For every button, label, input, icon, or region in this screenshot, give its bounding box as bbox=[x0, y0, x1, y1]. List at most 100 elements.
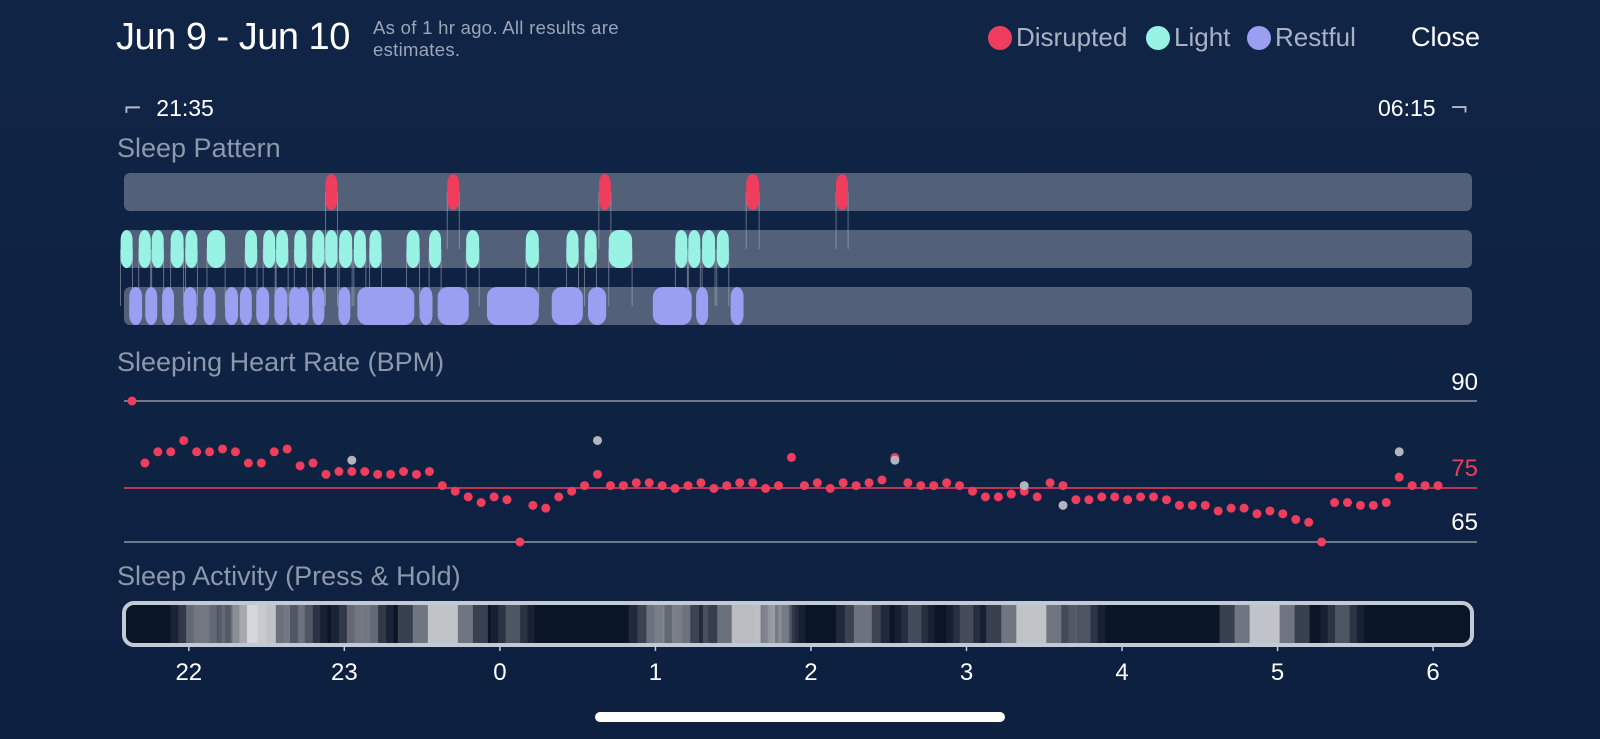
pattern-segment-light bbox=[702, 230, 716, 268]
hr-point bbox=[153, 447, 163, 457]
hr-point bbox=[1278, 509, 1288, 519]
sleep-activity-bar[interactable]: 22 23 0 1 2 3 4 5 6 bbox=[0, 595, 1600, 710]
activity-spot bbox=[646, 603, 665, 645]
pattern-segment-light bbox=[688, 230, 701, 268]
pattern-segment-light bbox=[185, 230, 198, 268]
hr-point bbox=[1032, 492, 1042, 502]
pattern-segment-light bbox=[353, 230, 366, 268]
legend-label: Restful bbox=[1275, 22, 1356, 52]
hr-point bbox=[205, 447, 215, 457]
start-time: ⌐ 21:35 bbox=[123, 95, 214, 122]
hr-point bbox=[399, 467, 409, 476]
hr-point bbox=[256, 458, 266, 468]
legend-label: Light bbox=[1174, 22, 1231, 52]
hr-average-label: 75 bbox=[1451, 455, 1478, 482]
activity-hour-label: 0 bbox=[493, 659, 506, 686]
hr-point bbox=[1265, 506, 1275, 516]
hr-point bbox=[761, 483, 771, 493]
hr-point bbox=[1187, 500, 1197, 510]
hr-point bbox=[308, 458, 318, 468]
hr-point bbox=[1420, 481, 1430, 491]
pattern-segment-light bbox=[245, 230, 258, 268]
pattern-segment-restful bbox=[588, 287, 607, 325]
hr-point bbox=[942, 478, 952, 488]
activity-spot bbox=[186, 603, 202, 645]
hr-point bbox=[282, 444, 292, 454]
activity-spot bbox=[170, 603, 218, 645]
activity-spot bbox=[767, 603, 782, 645]
hr-point bbox=[722, 481, 732, 491]
hr-point bbox=[1433, 481, 1443, 491]
pattern-segment-light bbox=[276, 230, 289, 268]
activity-spot bbox=[1016, 603, 1047, 645]
activity-spot bbox=[1335, 603, 1350, 645]
hr-point bbox=[955, 481, 965, 491]
hr-point bbox=[967, 486, 977, 496]
hr-point bbox=[1381, 498, 1391, 508]
hr-point bbox=[554, 492, 564, 502]
pattern-segment-restful bbox=[239, 287, 252, 325]
activity-spot bbox=[771, 603, 799, 645]
hr-point bbox=[1149, 492, 1159, 502]
hr-point bbox=[799, 481, 809, 491]
hr-point bbox=[1291, 514, 1301, 524]
activity-spot bbox=[764, 603, 806, 645]
hr-point bbox=[1058, 481, 1068, 491]
hr-point bbox=[360, 467, 370, 476]
bracket-right-icon: ¬ bbox=[1449, 96, 1469, 122]
hr-point bbox=[1084, 495, 1094, 505]
hr-point bbox=[1330, 498, 1340, 508]
hr-point bbox=[1136, 492, 1146, 502]
pattern-segment-light bbox=[675, 230, 688, 268]
pattern-segment-restful bbox=[652, 287, 692, 325]
activity-spot bbox=[346, 603, 394, 645]
pattern-segment-light bbox=[369, 230, 382, 268]
activity-spot bbox=[754, 603, 795, 645]
activity-hour-label: 23 bbox=[331, 659, 358, 686]
hr-point bbox=[670, 483, 680, 493]
activity-spot bbox=[331, 603, 379, 645]
activity-spot bbox=[901, 603, 929, 645]
hr-point bbox=[916, 481, 926, 491]
hr-point bbox=[334, 467, 344, 476]
activity-spot bbox=[1061, 603, 1106, 645]
activity-spot bbox=[761, 603, 789, 645]
hr-point bbox=[1200, 500, 1210, 510]
pattern-segment-light bbox=[525, 230, 539, 268]
pattern-segment-restful bbox=[129, 287, 143, 325]
pattern-segment-restful bbox=[256, 287, 270, 325]
activity-hour-label: 1 bbox=[649, 659, 662, 686]
activity-spot bbox=[246, 603, 276, 645]
hr-point bbox=[218, 444, 228, 454]
hr-point bbox=[657, 481, 667, 491]
hr-point bbox=[295, 461, 305, 471]
hr-point bbox=[450, 486, 460, 496]
restful-dot-icon bbox=[1247, 25, 1271, 50]
pattern-segment-light bbox=[608, 230, 633, 268]
hr-point bbox=[993, 492, 1003, 502]
hr-point bbox=[851, 481, 861, 491]
pattern-track-restful bbox=[124, 287, 1472, 325]
activity-spot bbox=[185, 603, 234, 645]
hr-point bbox=[411, 469, 421, 479]
pattern-segment-light bbox=[263, 230, 276, 268]
hr-point bbox=[929, 481, 939, 491]
hr-point bbox=[1110, 492, 1120, 502]
activity-spot bbox=[1068, 603, 1098, 645]
hr-point bbox=[644, 478, 654, 488]
activity-spot bbox=[663, 603, 700, 645]
pattern-segment-light bbox=[716, 230, 729, 268]
hr-point bbox=[580, 481, 590, 491]
close-button[interactable]: Close bbox=[1411, 22, 1481, 52]
hr-point bbox=[709, 483, 719, 493]
hr-point bbox=[166, 447, 176, 457]
activity-spot bbox=[298, 603, 313, 645]
home-indicator[interactable] bbox=[595, 712, 1005, 722]
activity-hour-label: 3 bbox=[960, 659, 973, 686]
activity-spot bbox=[894, 603, 935, 645]
activity-spot bbox=[853, 603, 872, 645]
pattern-segment-disrupted bbox=[325, 174, 338, 210]
hr-point bbox=[463, 492, 473, 502]
hr-point bbox=[386, 469, 396, 479]
pattern-segment-disrupted bbox=[746, 174, 760, 210]
